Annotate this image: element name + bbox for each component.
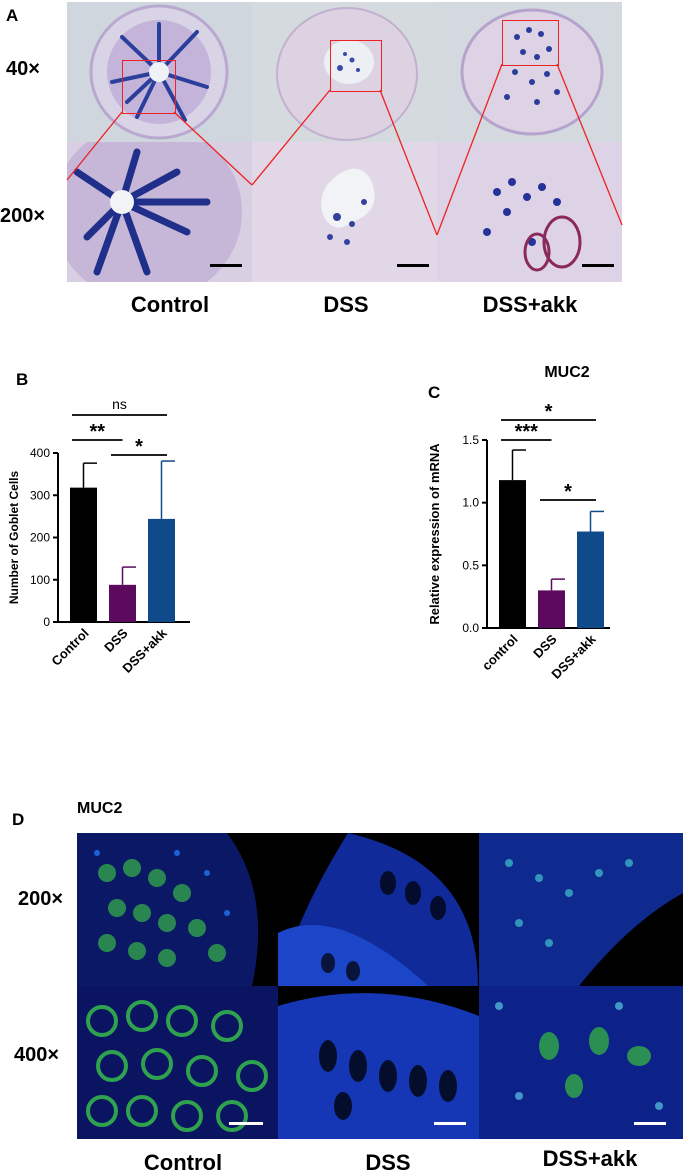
- bar: [148, 518, 175, 622]
- histology-40x-dss-akk: [437, 2, 622, 142]
- chart-title: MUC2: [544, 364, 589, 381]
- y-axis-label: Relative expression of mRNA: [427, 443, 442, 625]
- panel-b-letter: B: [16, 370, 29, 389]
- y-tick-label: 400: [30, 446, 50, 460]
- panel-d-group-dss-akk: DSS+akk: [542, 1146, 638, 1171]
- panel-d-letter: D: [12, 810, 25, 829]
- panel-d-mag-200x: 200×: [18, 888, 64, 910]
- scale-bar: [634, 1122, 666, 1125]
- if-400x-dss-akk: [479, 986, 683, 1139]
- y-axis-label: Number of Goblet Cells: [7, 471, 21, 605]
- zoom-box-dss: [330, 40, 382, 92]
- y-tick-label: 1.0: [462, 496, 479, 510]
- panel-d-group-dss: DSS: [365, 1150, 411, 1175]
- zoom-connectors: [66, 63, 623, 236]
- significance-label: ns: [112, 396, 127, 412]
- histology-40x-dss: [252, 2, 437, 142]
- panel-a-mag-40x: 40×: [6, 58, 40, 80]
- if-200x-control: [77, 833, 278, 986]
- category-label: DSS: [101, 625, 131, 655]
- panel-a-mag-200x: 200×: [0, 205, 46, 227]
- panel-a-group-dss-akk: DSS+akk: [482, 292, 578, 317]
- significance-label: ***: [515, 421, 539, 443]
- panel-d-mag-400x: 400×: [14, 1044, 60, 1066]
- panel-a-group-dss: DSS: [323, 292, 369, 317]
- scale-bar: [210, 264, 242, 267]
- zoom-box-dss-akk: [502, 20, 559, 66]
- zoom-box-control: [122, 60, 176, 114]
- category-label: DSS: [530, 631, 560, 661]
- y-tick-label: 200: [30, 531, 50, 545]
- bar: [577, 531, 604, 628]
- scale-bar: [582, 264, 614, 267]
- y-tick-label: 100: [30, 573, 50, 587]
- panel-d-title: MUC2: [77, 800, 123, 817]
- goblet-cell-chart: 0 100 200 300 400 Number of Goblet Cells Contr…: [7, 396, 190, 676]
- y-tick-label: 1.5: [462, 433, 479, 447]
- panel-a-group-control: Control: [130, 292, 210, 317]
- if-400x-control: [77, 986, 278, 1139]
- category-label: Control: [48, 626, 91, 669]
- panel-a-letter: A: [6, 6, 19, 25]
- bar: [538, 590, 565, 628]
- if-200x-dss-akk: [479, 833, 683, 986]
- bar: [499, 480, 526, 628]
- significance-label: **: [89, 421, 105, 443]
- category-label: control: [479, 632, 521, 674]
- y-tick-label: 0.0: [462, 621, 479, 635]
- scale-bar: [229, 1122, 263, 1125]
- significance-label: *: [135, 436, 143, 458]
- muc2-mrna-chart: MUC2 0.0 0.5 1.0 1.5 Relative expression of m…: [427, 364, 610, 682]
- y-tick-label: 0: [43, 615, 50, 629]
- scale-bar: [434, 1122, 466, 1125]
- histology-200x-control: [67, 142, 252, 282]
- significance-label: *: [564, 481, 572, 503]
- panel-c-letter: C: [428, 383, 441, 402]
- panel-d-group-control: Control: [143, 1150, 223, 1175]
- y-tick-label: 0.5: [462, 558, 479, 572]
- histology-200x-dss: [252, 142, 437, 282]
- y-tick-label: 300: [30, 488, 50, 502]
- bar: [70, 487, 97, 622]
- histology-40x-control: [67, 2, 252, 142]
- scale-bar: [397, 264, 429, 267]
- if-400x-dss: [278, 986, 479, 1139]
- significance-label: *: [545, 401, 553, 423]
- if-200x-dss: [278, 833, 479, 986]
- bar: [109, 584, 136, 622]
- histology-200x-dss-akk: [437, 142, 622, 282]
